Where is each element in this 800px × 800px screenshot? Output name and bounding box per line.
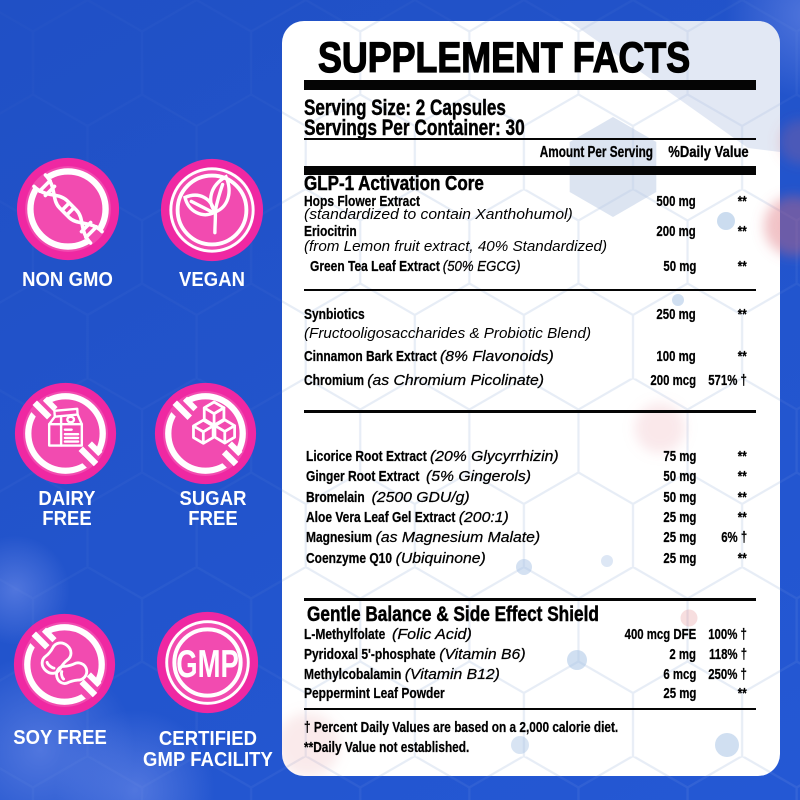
- svg-text:GMP: GMP: [176, 644, 239, 687]
